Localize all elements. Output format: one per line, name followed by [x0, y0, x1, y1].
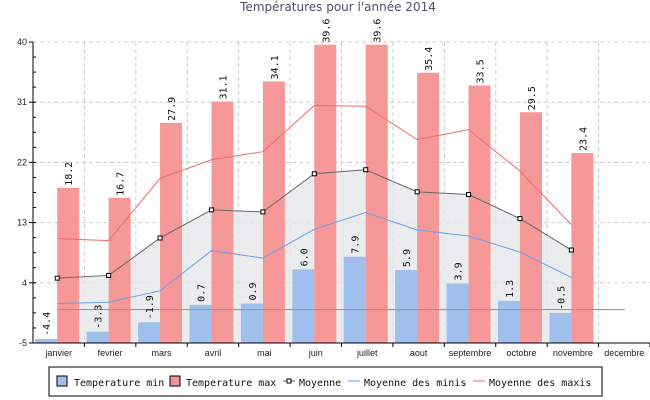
moyenne-marker — [208, 207, 214, 213]
bar-label-min: 6.0 — [299, 248, 310, 266]
bar-label-min: 3.9 — [454, 262, 465, 280]
bar-label-max: 31.1 — [218, 75, 229, 99]
line-moyenne-des-maxis — [57, 105, 572, 242]
bar-label-min: 0.7 — [196, 284, 207, 302]
bar-temperature-min — [292, 269, 315, 343]
bar-label-max: 39.6 — [373, 19, 384, 43]
x-tick-label: septembre — [449, 348, 492, 358]
bar-label-max: 27.9 — [167, 97, 178, 121]
legend-label-max: Temperature max — [186, 378, 276, 389]
legend-swatch-max — [169, 375, 181, 387]
bar-label-max: 33.5 — [476, 59, 487, 83]
bar-temperature-max — [519, 112, 542, 343]
legend-label-maxis: Moyenne des maxis — [489, 378, 591, 389]
bar-label-min: 0.9 — [248, 282, 259, 300]
x-tick-label: fevrier — [98, 348, 123, 358]
bar-temperature-min — [86, 331, 109, 343]
moyenne-marker — [54, 275, 60, 281]
bar-temperature-max — [468, 85, 491, 343]
legend-label-minis: Moyenne des minis — [364, 378, 466, 389]
y-tick-label: 4 — [22, 278, 27, 288]
moyenne-marker — [466, 192, 472, 198]
moyenne-marker — [311, 171, 317, 177]
bar-label-min: -0.5 — [556, 286, 567, 310]
x-tick-label: mai — [257, 348, 272, 358]
moyenne-marker — [157, 235, 163, 241]
bar-label-max: 35.4 — [424, 47, 435, 71]
bar-label-max: 23.4 — [578, 127, 589, 151]
y-tick-label: 31 — [17, 97, 27, 107]
line-moyenne-des-minis — [57, 212, 572, 305]
x-tick-label: mars — [152, 348, 172, 358]
y-tick-label: -5 — [19, 338, 27, 348]
legend-swatch-min — [56, 375, 68, 387]
legend-marker-moyenne — [286, 378, 292, 384]
bar-temperature-max — [571, 153, 594, 343]
x-tick-label: janvier — [44, 348, 72, 358]
bar-label-max: 29.5 — [527, 86, 538, 110]
bar-label-min: 5.9 — [402, 249, 413, 267]
bar-label-min: -3.3 — [94, 305, 105, 329]
bar-label-max: 16.7 — [116, 172, 127, 196]
x-tick-label: juin — [308, 348, 323, 358]
moyenne-marker — [260, 209, 266, 215]
y-tick-label: 40 — [17, 37, 27, 47]
moyenne-marker — [106, 272, 112, 278]
bar-temperature-min — [395, 270, 418, 343]
moyenne-marker — [568, 247, 574, 253]
x-tick-label: decembre — [604, 348, 644, 358]
bar-temperature-max — [417, 72, 440, 343]
chart-title: Températures pour l'année 2014 — [239, 0, 436, 14]
bar-temperature-max — [314, 44, 337, 343]
x-tick-label: octobre — [506, 348, 536, 358]
bar-temperature-max — [365, 44, 388, 343]
x-tick-label: novembre — [553, 348, 593, 358]
bar-temperature-min — [549, 312, 572, 343]
bar-label-max: 34.1 — [270, 55, 281, 79]
y-tick-label: 22 — [17, 157, 27, 167]
legend-label-moyenne: Moyenne — [299, 378, 341, 389]
bar-label-max: 18.2 — [64, 162, 75, 186]
moyenne-marker — [414, 189, 420, 195]
bar-temperature-max — [57, 187, 80, 343]
bar-label-min: -1.9 — [145, 295, 156, 319]
bar-temperature-max — [160, 122, 183, 344]
bar-temperature-min — [497, 300, 520, 343]
moyenne-marker — [517, 216, 523, 222]
bar-label-min: -4.4 — [42, 312, 53, 336]
x-tick-label: aout — [410, 348, 428, 358]
y-tick-label: 13 — [17, 218, 27, 228]
bar-temperature-min — [446, 283, 469, 343]
x-tick-label: avril — [205, 348, 222, 358]
legend-box — [48, 366, 603, 397]
bar-temperature-min — [240, 303, 263, 343]
legend-label-min: Temperature min — [74, 378, 164, 389]
bar-temperature-max — [211, 101, 234, 343]
bar-temperature-min — [343, 256, 366, 343]
bar-temperature-max — [108, 197, 131, 343]
bar-temperature-min — [189, 304, 212, 343]
bar-label-min: 7.9 — [351, 236, 362, 254]
bar-temperature-min — [35, 338, 58, 343]
x-tick-label: juillet — [356, 348, 378, 358]
bar-label-max: 39.6 — [321, 19, 332, 43]
bar-temperature-max — [262, 81, 285, 343]
bar-temperature-min — [138, 322, 161, 343]
moyenne-marker — [363, 167, 369, 173]
bar-label-min: 1.3 — [505, 280, 516, 298]
